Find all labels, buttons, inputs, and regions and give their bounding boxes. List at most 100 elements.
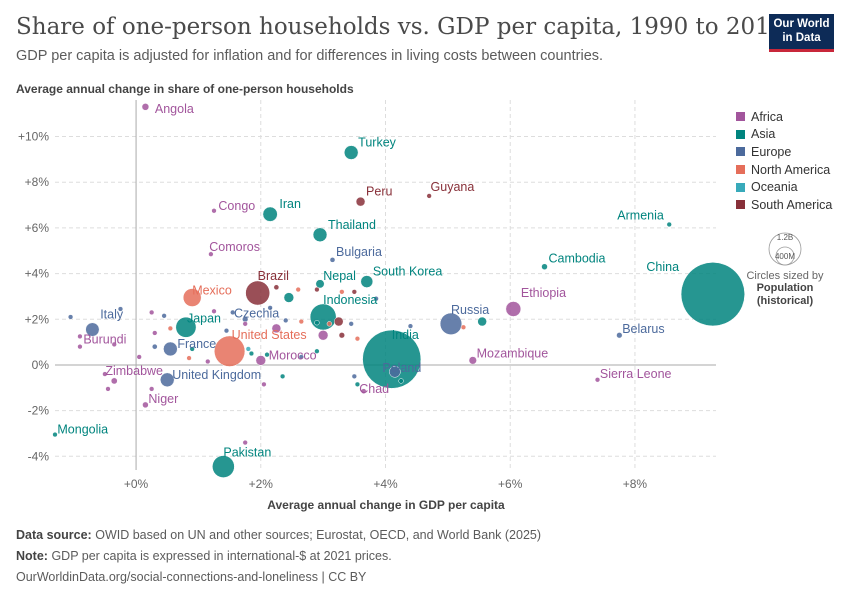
point-sierra-leone[interactable] [594, 377, 601, 383]
point-chad[interactable] [360, 388, 367, 394]
data-point[interactable] [189, 346, 195, 352]
data-point[interactable] [230, 309, 236, 316]
legend-item-south-america[interactable]: South America [736, 196, 832, 214]
data-point[interactable] [398, 378, 404, 384]
legend-item-asia[interactable]: Asia [736, 126, 832, 144]
point-burundi[interactable] [77, 344, 83, 350]
data-point[interactable] [354, 381, 361, 388]
point-niger[interactable] [142, 401, 149, 409]
legend-item-oceania[interactable]: Oceania [736, 178, 832, 196]
point-indonesia[interactable] [309, 303, 337, 331]
data-point[interactable] [151, 343, 158, 350]
point-congo[interactable] [211, 208, 217, 214]
data-point[interactable] [314, 320, 320, 326]
data-point[interactable] [136, 354, 142, 360]
point-peru[interactable] [355, 196, 366, 207]
data-point[interactable] [102, 371, 108, 377]
y-tick-label: 0% [32, 358, 50, 372]
point-belarus[interactable] [616, 332, 623, 339]
data-point[interactable] [211, 308, 217, 314]
data-point[interactable] [149, 386, 155, 392]
point-thailand[interactable] [312, 227, 328, 242]
data-point[interactable] [339, 289, 345, 295]
data-point[interactable] [317, 330, 329, 341]
data-point[interactable] [223, 328, 230, 334]
point-armenia[interactable] [666, 221, 672, 228]
point-zimbabwe[interactable] [110, 377, 118, 385]
data-point[interactable] [295, 286, 301, 293]
point-italy[interactable] [85, 322, 100, 337]
data-point[interactable] [149, 309, 155, 316]
data-point[interactable] [460, 324, 467, 330]
data-point[interactable] [298, 354, 304, 360]
point-south-korea[interactable] [360, 275, 374, 288]
point-mozambique[interactable] [468, 356, 477, 365]
point-india[interactable] [362, 329, 422, 389]
data-point[interactable] [105, 386, 111, 392]
data-point[interactable] [351, 289, 357, 295]
point-cambodia[interactable] [541, 263, 548, 270]
data-point[interactable] [77, 333, 83, 340]
y-tick-label: -2% [28, 404, 50, 418]
data-point[interactable] [267, 305, 273, 311]
data-point[interactable] [264, 352, 270, 358]
point-mexico[interactable] [182, 288, 202, 307]
data-point[interactable] [348, 321, 354, 327]
point-united-states[interactable] [214, 335, 246, 367]
point-china[interactable] [680, 262, 745, 327]
point-comoros[interactable] [208, 251, 214, 257]
data-point[interactable] [117, 306, 124, 312]
point-pakistan[interactable] [212, 455, 235, 478]
data-point[interactable] [261, 381, 267, 388]
data-point[interactable] [314, 348, 320, 354]
point-brazil[interactable] [245, 280, 270, 306]
data-point[interactable] [283, 292, 295, 303]
legend-item-europe[interactable]: Europe [736, 143, 832, 161]
point-iran[interactable] [262, 206, 278, 222]
point-mongolia[interactable] [52, 431, 58, 438]
legend-item-north-america[interactable]: North America [736, 161, 832, 179]
point-ethiopia[interactable] [505, 301, 522, 317]
data-point[interactable] [242, 439, 248, 446]
data-point[interactable] [167, 325, 174, 332]
legend-item-africa[interactable]: Africa [736, 108, 832, 126]
point-guyana[interactable] [426, 193, 432, 199]
point-angola[interactable] [141, 103, 150, 111]
data-point[interactable] [279, 373, 286, 380]
data-point[interactable] [67, 314, 74, 320]
footer-link[interactable]: OurWorldinData.org/social-connections-an… [16, 570, 367, 584]
point-france[interactable] [163, 341, 178, 357]
point-morocco[interactable] [255, 355, 266, 366]
owid-logo[interactable]: Our World in Data [769, 14, 834, 52]
data-point[interactable] [205, 358, 211, 365]
data-point[interactable] [333, 316, 344, 327]
data-point[interactable] [407, 323, 414, 329]
point-japan[interactable] [175, 316, 197, 338]
data-point[interactable] [283, 317, 289, 324]
data-point[interactable] [161, 313, 167, 319]
point-turkey[interactable] [343, 145, 359, 160]
point-russia[interactable] [439, 312, 463, 335]
data-point[interactable] [314, 286, 320, 293]
data-point[interactable] [186, 355, 192, 361]
data-point[interactable] [242, 321, 248, 327]
point-united-kingdom[interactable] [160, 372, 175, 388]
point-nepal[interactable] [315, 279, 325, 289]
data-point[interactable] [245, 346, 251, 352]
data-point[interactable] [273, 284, 280, 291]
data-point[interactable] [271, 323, 282, 334]
data-point[interactable] [354, 336, 361, 342]
point-poland[interactable] [389, 365, 401, 378]
point-bulgaria[interactable] [329, 257, 336, 263]
logo-line-1: Our World [773, 18, 830, 30]
data-point[interactable] [477, 316, 487, 327]
data-point[interactable] [338, 332, 345, 339]
data-point[interactable] [152, 330, 158, 336]
data-point[interactable] [111, 341, 117, 348]
y-tick-label: +10% [18, 130, 49, 144]
data-point[interactable] [326, 321, 333, 327]
data-point[interactable] [373, 296, 379, 302]
data-point[interactable] [298, 318, 304, 325]
data-point[interactable] [351, 373, 357, 380]
data-point[interactable] [248, 350, 255, 357]
